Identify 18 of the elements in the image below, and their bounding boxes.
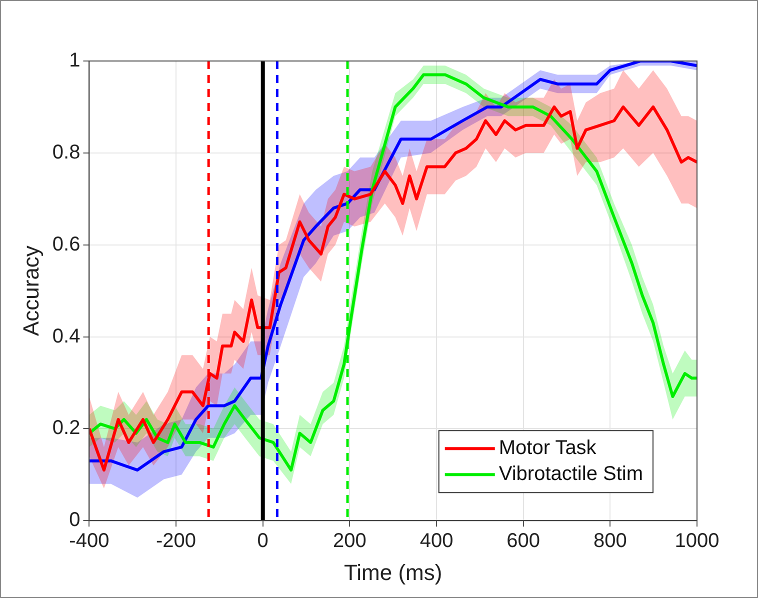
x-tick-label: 200	[333, 530, 366, 552]
x-axis-title: Time (ms)	[344, 560, 442, 585]
x-tick-label: -200	[156, 530, 196, 552]
y-axis-title: Accuracy	[18, 246, 44, 336]
x-tick-label: 1000	[674, 530, 720, 552]
y-tick-label: 1	[69, 50, 80, 72]
legend-label: Motor Task	[498, 437, 598, 460]
x-tick-label: 0	[257, 530, 268, 552]
y-tick-label: 0.2	[52, 417, 80, 440]
x-tick-label: 400	[420, 530, 454, 552]
x-tick-label: -400	[69, 530, 110, 552]
y-tick-label: 0.8	[52, 141, 80, 164]
x-tick-label: 600	[506, 530, 540, 552]
x-tick-label: 800	[593, 530, 627, 552]
y-tick-label: 0.4	[52, 325, 80, 348]
legend-label: Vibrotactile Stim	[498, 463, 644, 486]
y-tick-label: 0	[69, 509, 80, 532]
y-tick-label: 0.6	[52, 233, 80, 256]
